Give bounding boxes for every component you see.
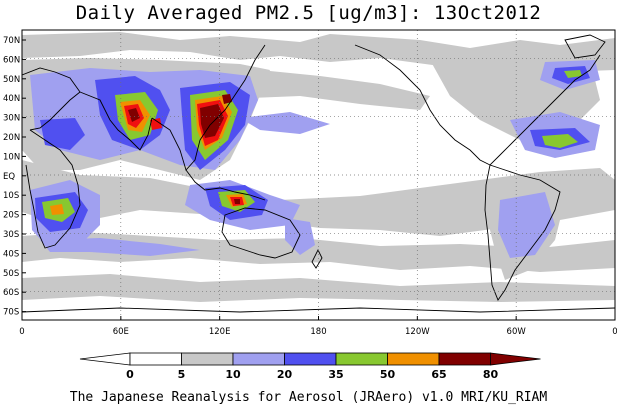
blue-southern-ocean — [40, 238, 200, 256]
lon-label: 60E — [113, 327, 129, 337]
red-middle-east — [150, 118, 162, 130]
coastlines — [22, 34, 615, 313]
pm25-level-80-plus — [128, 94, 240, 204]
lon-label: 120W — [405, 327, 430, 337]
lat-label: 50S — [3, 269, 19, 279]
lon-label: 0 — [19, 327, 24, 337]
colorbar-label: 5 — [178, 368, 186, 381]
lat-label: 40N — [3, 94, 20, 104]
lat-label: 50N — [3, 75, 20, 85]
green-north-america — [564, 70, 582, 78]
blue-aus-east — [285, 218, 315, 255]
blue-south-america-inner — [498, 192, 555, 258]
lat-label: 10N — [3, 152, 20, 162]
coast-south-america — [484, 164, 561, 301]
coast-antarctica — [22, 307, 615, 313]
coast-africa — [25, 129, 81, 249]
lon-label: 0 — [612, 327, 617, 337]
coast-east-asia — [151, 44, 266, 171]
lat-label: 70S — [3, 308, 19, 318]
orange-africa — [50, 204, 64, 215]
pm25-field — [22, 30, 615, 320]
colorbar-bin — [232, 352, 285, 366]
darkred-india — [128, 108, 140, 122]
colorbar-label: 10 — [225, 368, 241, 381]
colorbar-label: 0 — [126, 368, 134, 381]
band-southern-ocean-2 — [22, 274, 615, 302]
lon-label: 60W — [507, 327, 527, 337]
lat-axis: 70N 60N 50N 40N 30N 20N 10N EQ 10S 20S 30S 40S 50S 60… — [3, 36, 26, 318]
colorbar-arrow-low — [79, 352, 131, 366]
colorbar-bin — [129, 352, 182, 366]
lat-label: 30N — [3, 114, 20, 124]
lat-label: 70N — [3, 36, 20, 46]
coast-australia — [221, 207, 301, 259]
lat-label: 40S — [3, 249, 19, 259]
lat-label: 10S — [3, 191, 19, 201]
lon-label: 120E — [209, 327, 231, 337]
lat-label: EQ — [3, 172, 15, 182]
colorbar-arrow-high — [490, 352, 541, 366]
colorbar-label: 50 — [380, 368, 396, 381]
coast-north-america — [354, 44, 601, 166]
green-south-atlantic — [542, 134, 578, 148]
coast-arabia-india — [79, 91, 153, 151]
colorbar-label: 20 — [277, 368, 293, 381]
map-title: Daily Averaged PM2.5 [ug/m3]: 13Oct2012 — [75, 2, 542, 24]
lat-label: 20N — [3, 133, 20, 143]
coast-greenland — [564, 34, 606, 59]
lat-label: 20S — [3, 211, 19, 221]
lon-axis: 0 60E 120E 180 120W 60W 0 — [19, 316, 617, 337]
band-tropics — [22, 160, 615, 236]
lat-label: 60S — [3, 288, 19, 298]
coast-new-zealand — [311, 248, 323, 269]
blue-pacific-strip — [240, 112, 330, 134]
darkred-indonesia — [234, 199, 240, 204]
colorbar-bin — [181, 352, 234, 366]
colorbar: 0 5 10 20 35 50 65 80 — [79, 352, 541, 381]
coast-europe — [22, 67, 81, 131]
colorbar-bin — [438, 352, 491, 366]
colorbar-label: 35 — [328, 368, 343, 381]
lon-label: 180 — [310, 327, 326, 337]
colorbar-bin — [387, 352, 440, 366]
colorbar-label: 80 — [483, 368, 499, 381]
darkred-east-asia — [200, 104, 224, 138]
colorbar-bin — [335, 352, 388, 366]
lat-label: 30S — [3, 230, 19, 240]
colorbar-bin — [284, 352, 337, 366]
mblue-west-africa — [40, 118, 85, 150]
graticule — [22, 30, 615, 320]
footer-credit: The Japanese Reanalysis for Aerosol (JRA… — [69, 390, 548, 405]
lat-label: 60N — [3, 55, 20, 65]
colorbar-label: 65 — [431, 368, 446, 381]
darkred-korea — [222, 94, 232, 104]
coast-southeast-asia — [185, 169, 266, 201]
